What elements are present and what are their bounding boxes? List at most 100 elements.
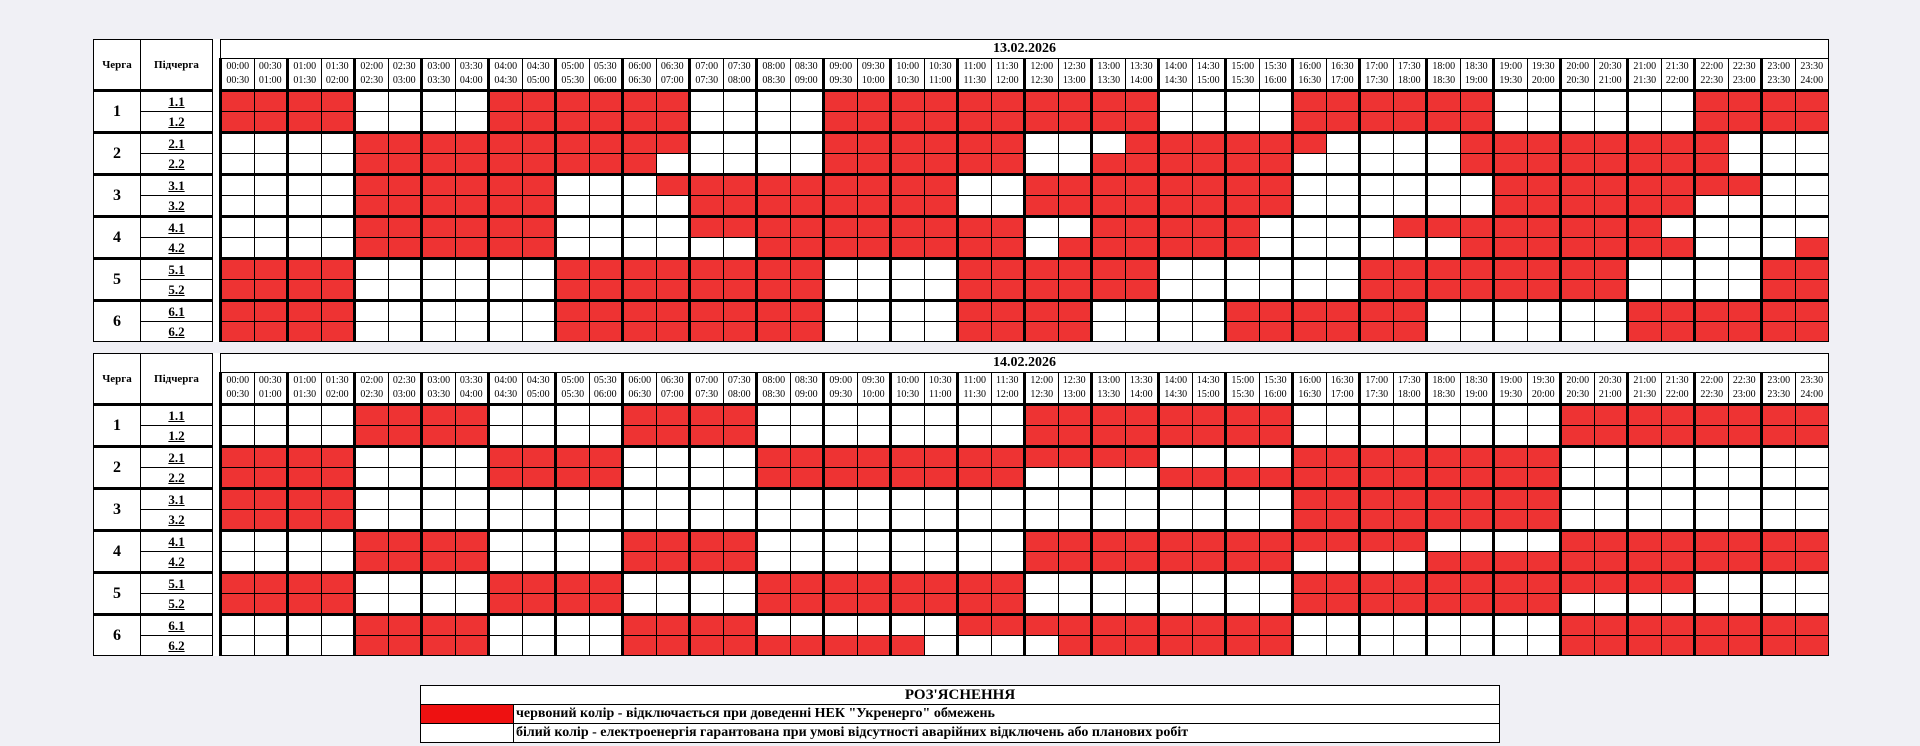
time-slot-header: 05:30 06:00 <box>588 372 623 405</box>
slot-outage <box>621 529 657 552</box>
time-slot-start: 06:00 <box>628 61 652 72</box>
slot-guaranteed <box>1090 487 1126 510</box>
subqueue-label: 4.2 <box>140 551 213 573</box>
slot-outage <box>487 131 523 154</box>
slot-outage <box>1023 551 1059 573</box>
slot-guaranteed <box>1258 571 1293 594</box>
slot-outage <box>956 237 992 259</box>
slot-outage <box>1090 279 1126 301</box>
slot-guaranteed <box>789 403 824 426</box>
slot-outage <box>822 173 858 196</box>
slot-guaranteed <box>822 529 858 552</box>
slot-outage <box>1693 321 1729 342</box>
slot-outage <box>1425 89 1461 112</box>
slot-guaranteed <box>956 403 992 426</box>
slot-guaranteed <box>956 425 992 447</box>
slot-outage <box>353 215 389 238</box>
slot-outage <box>1559 257 1595 280</box>
slot-outage <box>1090 153 1126 175</box>
slot-outage <box>1727 613 1762 636</box>
time-slot-start: 08:00 <box>762 375 786 386</box>
slot-guaranteed <box>1626 467 1662 489</box>
slot-outage <box>1124 89 1159 112</box>
time-slot-start: 21:00 <box>1633 375 1657 386</box>
slot-outage <box>1224 153 1260 175</box>
time-slot-start: 20:30 <box>1598 61 1622 72</box>
slot-guaranteed <box>554 403 590 426</box>
slot-outage <box>1660 403 1695 426</box>
slot-outage <box>1727 299 1762 322</box>
slot-guaranteed <box>1191 89 1226 112</box>
slot-outage <box>1124 153 1159 175</box>
slot-guaranteed <box>1023 571 1059 594</box>
slot-outage <box>353 403 389 426</box>
slot-guaranteed <box>1057 131 1092 154</box>
time-slot-header: 06:30 07:00 <box>655 372 690 405</box>
slot-guaranteed <box>454 571 489 594</box>
slot-guaranteed <box>454 593 489 615</box>
slot-outage <box>1492 131 1528 154</box>
slot-outage <box>923 173 958 196</box>
slot-guaranteed <box>588 173 623 196</box>
slot-guaranteed <box>655 195 690 217</box>
slot-guaranteed <box>1291 425 1327 447</box>
slot-outage <box>1358 445 1394 468</box>
slot-outage <box>1191 237 1226 259</box>
slot-outage <box>1157 195 1193 217</box>
slot-guaranteed <box>1157 279 1193 301</box>
slot-guaranteed <box>1057 571 1092 594</box>
slot-guaranteed <box>1291 173 1327 196</box>
slot-outage <box>387 153 422 175</box>
slot-guaranteed <box>1358 195 1394 217</box>
time-slot-header: 04:00 04:30 <box>487 58 523 91</box>
slot-guaranteed <box>1459 195 1494 217</box>
slot-guaranteed <box>1258 237 1293 259</box>
column-gap <box>213 354 221 656</box>
slot-outage <box>789 173 824 196</box>
slot-outage <box>1191 467 1226 489</box>
slot-outage <box>755 571 791 594</box>
slot-outage <box>1459 467 1494 489</box>
time-slot-end: 23:30 <box>1767 389 1791 400</box>
slot-guaranteed <box>1660 509 1695 531</box>
slot-guaranteed <box>387 445 422 468</box>
slot-guaranteed <box>487 403 523 426</box>
slot-guaranteed <box>688 467 724 489</box>
slot-guaranteed <box>554 215 590 238</box>
slot-outage <box>420 551 456 573</box>
slot-guaranteed <box>487 279 523 301</box>
slot-outage <box>1526 551 1561 573</box>
slot-guaranteed <box>454 509 489 531</box>
slot-outage <box>454 237 489 259</box>
time-slot-end: 07:30 <box>695 389 719 400</box>
slot-guaranteed <box>956 551 992 573</box>
slot-outage <box>856 445 891 468</box>
time-slot-header: 18:30 19:00 <box>1459 58 1494 91</box>
slot-outage <box>1224 173 1260 196</box>
slot-guaranteed <box>1224 593 1260 615</box>
slot-outage <box>554 321 590 342</box>
slot-guaranteed <box>1593 487 1628 510</box>
slot-guaranteed <box>1392 635 1427 656</box>
subqueue-label: 4.1 <box>140 215 213 238</box>
slot-guaranteed <box>1325 131 1360 154</box>
slot-outage <box>1090 257 1126 280</box>
slot-guaranteed <box>1660 445 1695 468</box>
slot-guaranteed <box>822 403 858 426</box>
slot-guaranteed <box>253 613 288 636</box>
header-queue: Черга <box>93 353 141 405</box>
slot-outage <box>1392 593 1427 615</box>
slot-guaranteed <box>1526 89 1561 112</box>
time-slot-start: 23:00 <box>1767 375 1791 386</box>
slot-outage <box>1358 321 1394 342</box>
slot-guaranteed <box>1057 153 1092 175</box>
slot-outage <box>253 257 288 280</box>
slot-outage <box>1459 111 1494 133</box>
slot-guaranteed <box>320 237 355 259</box>
slot-guaranteed <box>1593 467 1628 489</box>
slot-outage <box>253 299 288 322</box>
time-slot-end: 23:00 <box>1732 389 1756 400</box>
slot-outage <box>1157 551 1193 573</box>
slot-outage <box>1492 279 1528 301</box>
slot-guaranteed <box>387 593 422 615</box>
